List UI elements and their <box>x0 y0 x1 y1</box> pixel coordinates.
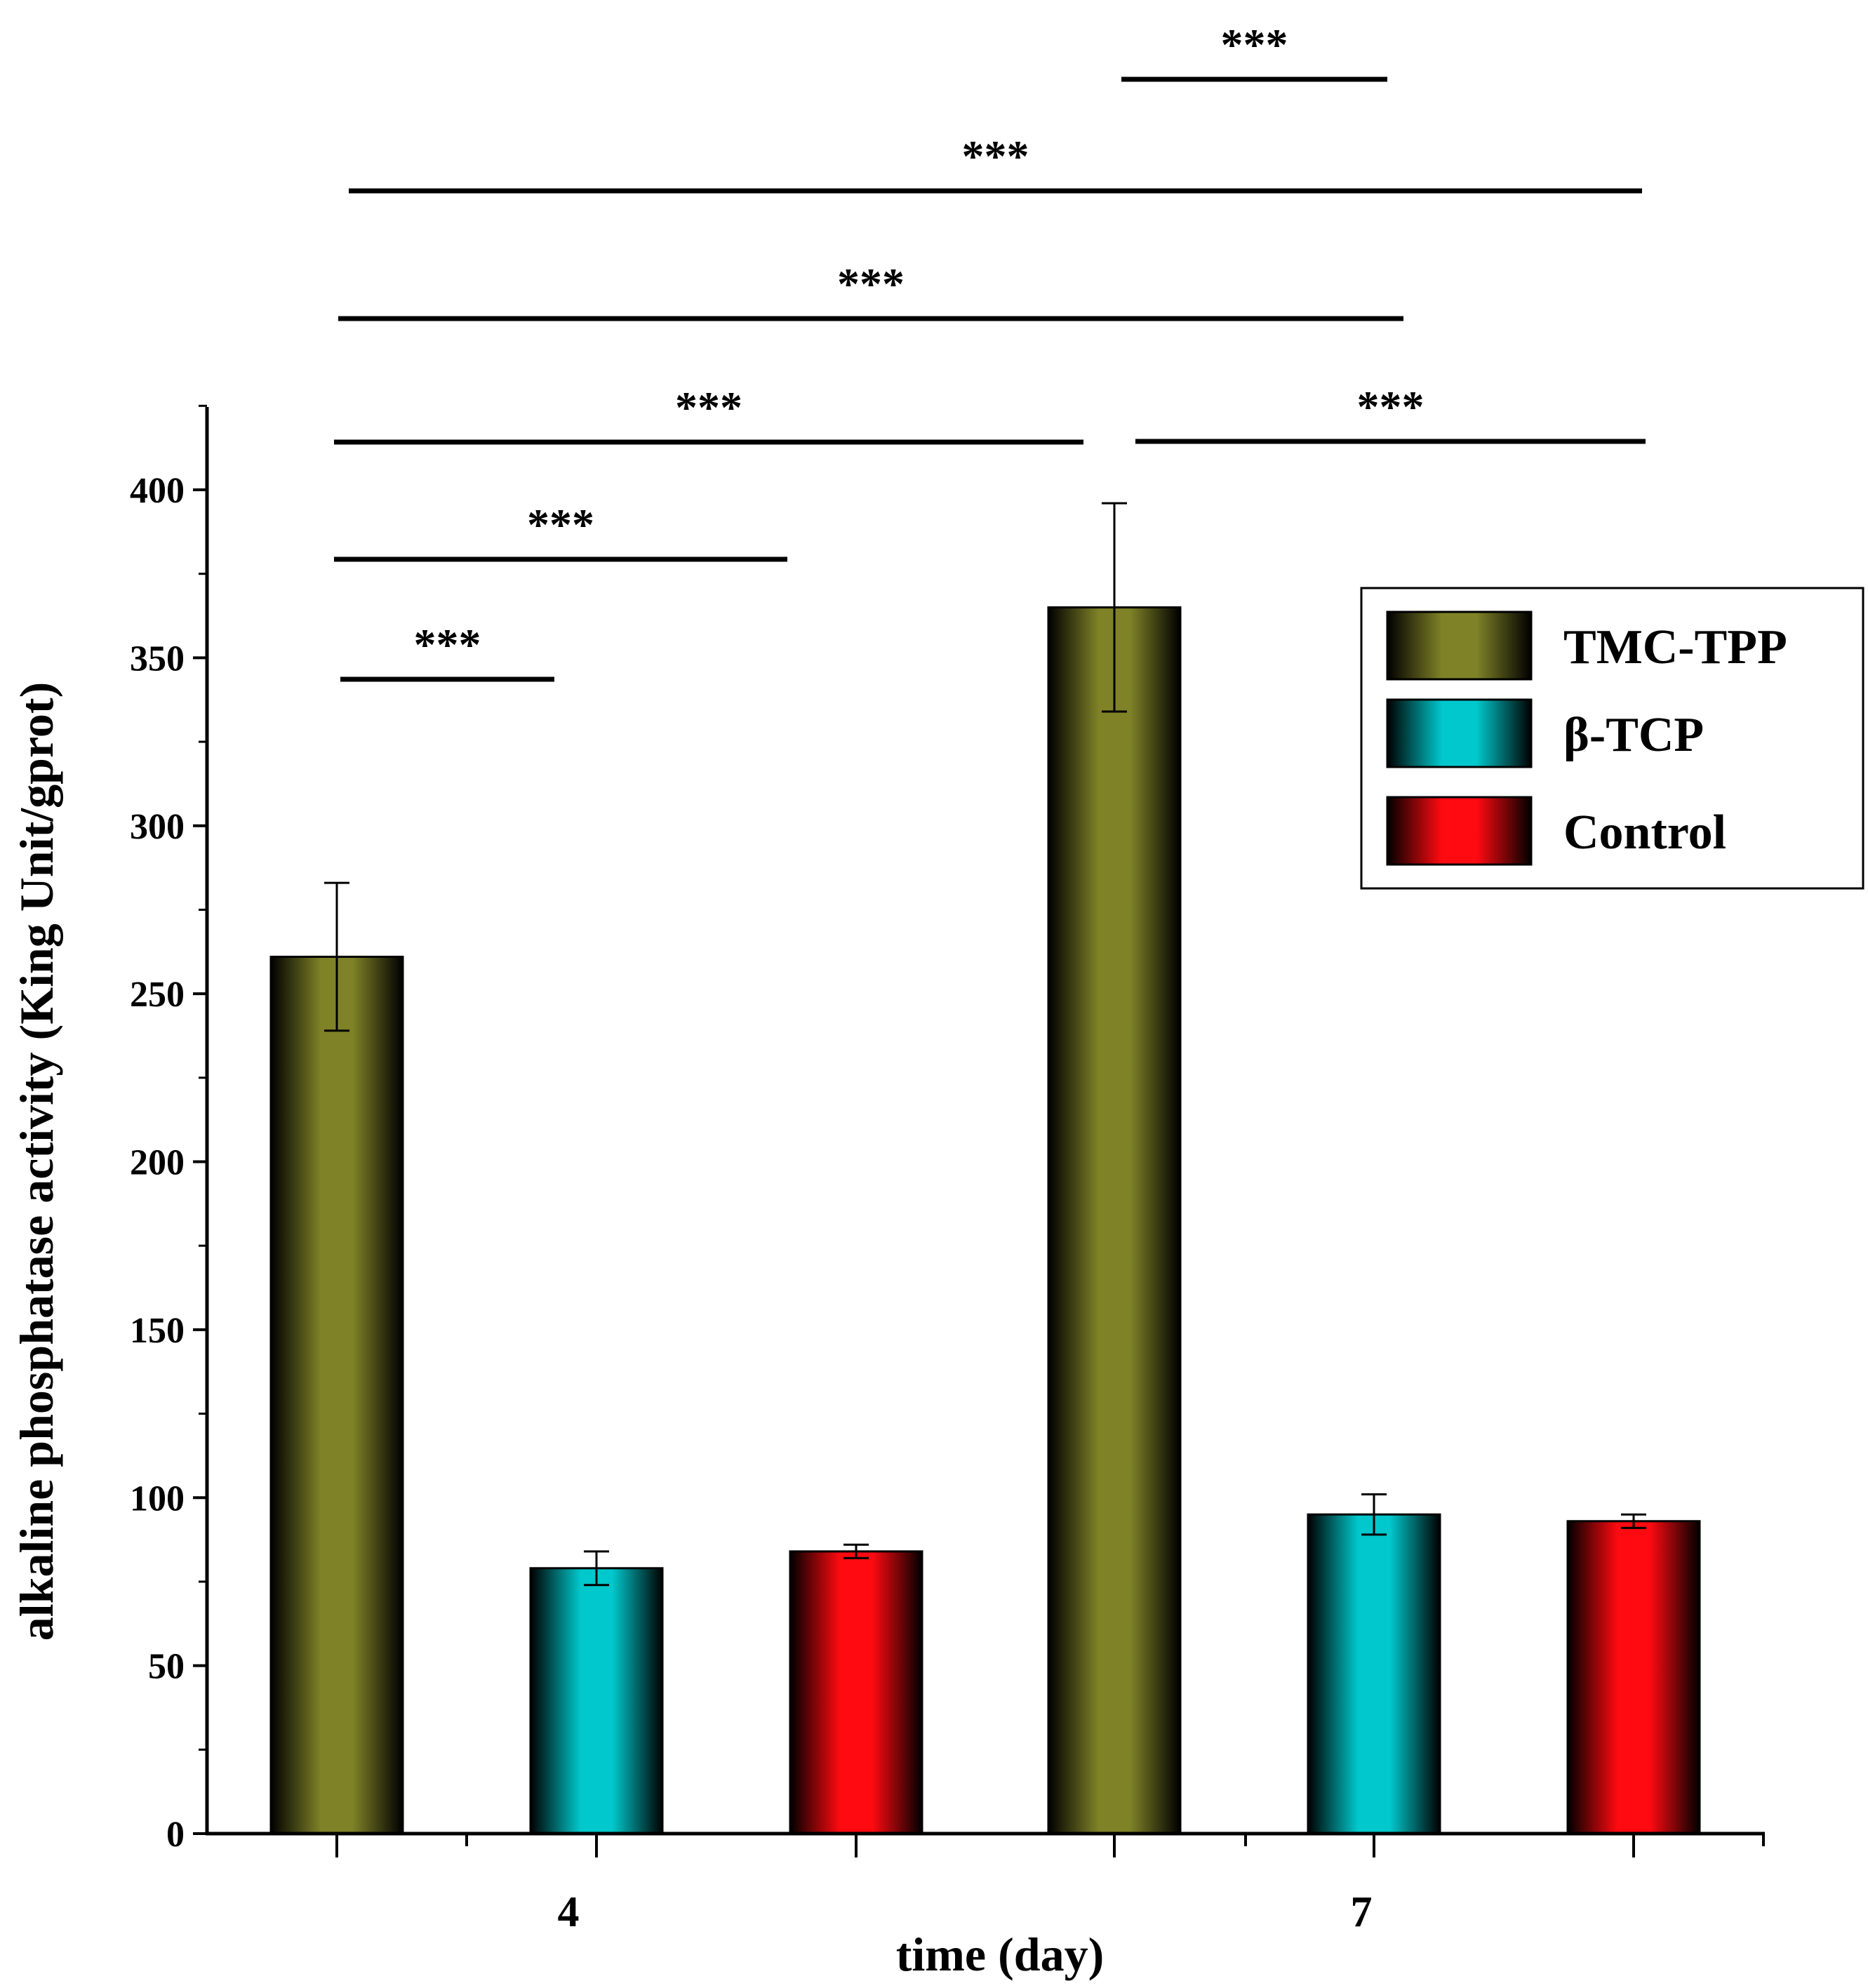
error-bar-TMC-TPP-day4 <box>324 881 349 1032</box>
legend-label: TMC-TPP <box>1563 620 1787 674</box>
significance-bracket: *** <box>349 131 1642 194</box>
significance-label: *** <box>1357 382 1425 432</box>
significance-annotations: *** *** *** *** *** *** *** <box>334 20 1646 682</box>
x-axis-title: time (day) <box>896 1928 1104 1981</box>
y-tick-label: 400 <box>130 471 185 511</box>
error-bar-Control-day4 <box>843 1543 869 1559</box>
error-bar-β-TCP-day4 <box>584 1550 609 1587</box>
significance-label: *** <box>837 259 905 309</box>
bar-β-TCP-day7[interactable] <box>1307 1513 1441 1835</box>
legend-label: Control <box>1563 806 1726 860</box>
y-axis-title: alkaline phosphatase activity (King Unit… <box>10 682 63 1641</box>
axes: 0 50 100 150 200 250 300 350 400 4 7 time (day) alka… <box>10 404 1765 1981</box>
bar-Control-day7[interactable] <box>1566 1520 1701 1835</box>
significance-bracket: *** <box>338 259 1403 321</box>
x-category-label: 7 <box>1351 1888 1373 1936</box>
significance-bracket: *** <box>334 382 1083 445</box>
y-tick-label: 300 <box>130 807 185 847</box>
x-category-label: 4 <box>558 1888 580 1936</box>
significance-bracket: *** <box>340 620 554 682</box>
legend-swatch <box>1386 611 1533 681</box>
significance-label: *** <box>962 131 1029 181</box>
error-bar-TMC-TPP-day7 <box>1102 502 1127 713</box>
y-tick-label: 100 <box>130 1479 185 1519</box>
bar-TMC-TPP-day7[interactable] <box>1047 606 1182 1835</box>
error-bar-β-TCP-day7 <box>1361 1493 1387 1536</box>
y-tick-label: 200 <box>130 1143 185 1183</box>
y-tick-label: 350 <box>130 639 185 679</box>
bar-TMC-TPP-day4[interactable] <box>269 955 404 1835</box>
significance-label: *** <box>414 620 481 669</box>
bars <box>269 502 1701 1835</box>
significance-label: *** <box>527 500 594 549</box>
significance-label: *** <box>1221 20 1288 69</box>
legend-item[interactable]: β-TCP <box>1386 698 1704 768</box>
bar-Control-day4[interactable] <box>789 1550 923 1835</box>
legend-swatch <box>1386 698 1533 768</box>
legend[interactable]: TMC-TPP β-TCP Control <box>1360 587 1864 890</box>
legend-swatch <box>1386 796 1533 866</box>
significance-bracket: *** <box>334 500 787 562</box>
y-tick-label: 50 <box>148 1647 185 1687</box>
y-tick-label: 0 <box>166 1815 185 1855</box>
bar-β-TCP-day4[interactable] <box>529 1567 664 1835</box>
significance-bracket: *** <box>1121 20 1387 82</box>
significance-bracket: *** <box>1135 382 1646 444</box>
y-tick-label: 150 <box>130 1311 185 1351</box>
y-tick-label: 250 <box>130 975 185 1015</box>
error-bar-Control-day7 <box>1621 1513 1646 1529</box>
legend-item[interactable]: TMC-TPP <box>1386 611 1787 681</box>
legend-label: β-TCP <box>1563 708 1704 762</box>
significance-label: *** <box>675 382 742 432</box>
legend-item[interactable]: Control <box>1386 796 1726 866</box>
